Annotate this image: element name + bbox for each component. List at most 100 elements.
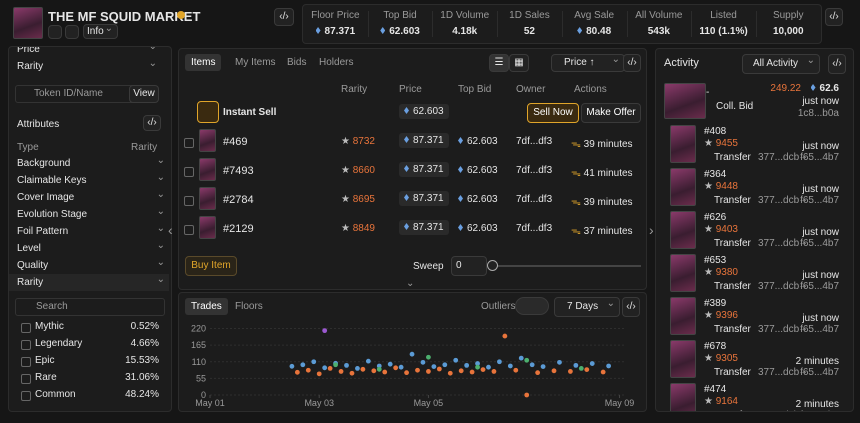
event-id[interactable]: #678 xyxy=(704,341,727,352)
bid-owner: 1c8...b0a xyxy=(797,108,839,119)
trade-point xyxy=(365,358,371,364)
attribute-row[interactable]: Quality xyxy=(9,254,169,274)
trade-point xyxy=(322,328,328,334)
tab[interactable]: Bids xyxy=(287,57,307,68)
tab[interactable]: My Items xyxy=(235,57,276,68)
trade-point xyxy=(409,351,415,357)
scroll-right[interactable]: › xyxy=(649,222,654,238)
filter-header[interactable]: Price xyxy=(17,47,161,55)
trade-point xyxy=(557,359,562,365)
event-rarity: 9455 xyxy=(704,138,738,149)
event-type: Transfer xyxy=(714,367,751,378)
item-id[interactable]: #7493 xyxy=(223,165,254,177)
outliers-toggle[interactable] xyxy=(515,297,549,315)
discord-icon[interactable] xyxy=(48,25,62,39)
event-to: f65...4b7 xyxy=(800,367,839,378)
item-thumb xyxy=(199,129,216,152)
list-view[interactable]: ☰ xyxy=(489,54,509,72)
row-checkbox[interactable] xyxy=(184,167,194,177)
attribute-row[interactable]: Rarity xyxy=(9,271,169,291)
grid-view[interactable]: ▦ xyxy=(509,54,529,72)
row-checkbox[interactable] xyxy=(184,225,194,235)
chart-tab[interactable]: Floors xyxy=(235,301,263,312)
tab[interactable]: Items xyxy=(185,54,222,71)
range-select[interactable]: 7 Days xyxy=(554,295,620,317)
make-offer-button[interactable]: Make Offer xyxy=(581,103,641,123)
row-checkbox[interactable] xyxy=(184,196,194,206)
checkbox[interactable] xyxy=(21,374,31,384)
checkbox[interactable] xyxy=(21,323,31,333)
embed-button[interactable]: ‹/› xyxy=(622,297,640,317)
verified-badge xyxy=(177,11,185,19)
rarity-name: Epic xyxy=(35,355,55,366)
sweep-slider[interactable] xyxy=(491,265,641,267)
event-from: 377...dcb xyxy=(758,281,800,292)
divider xyxy=(755,11,757,37)
instant-sell-icon xyxy=(197,101,219,123)
attribute-row[interactable]: Level xyxy=(9,237,169,257)
filter-header[interactable]: Rarity xyxy=(17,58,161,72)
trade-point xyxy=(475,364,480,370)
sweep-input[interactable]: 0 xyxy=(451,256,487,276)
activity-filter[interactable]: All Activity xyxy=(742,52,820,74)
attribute-row[interactable]: Foil Pattern xyxy=(9,220,169,240)
trade-point xyxy=(573,362,579,368)
attribute-row[interactable]: Background xyxy=(9,152,169,172)
event-to: f65...4b7 xyxy=(800,281,839,292)
buy-item-button[interactable]: Buy Item xyxy=(185,256,237,276)
item-id[interactable]: #469 xyxy=(223,136,248,148)
arrow-icon: → xyxy=(798,409,808,411)
sort-select[interactable]: Price ↑ xyxy=(551,52,625,72)
web-icon[interactable] xyxy=(65,25,79,39)
rarity-search[interactable]: Search xyxy=(15,298,165,316)
item-id[interactable]: #2129 xyxy=(223,223,254,235)
sell-now-button[interactable]: Sell Now xyxy=(527,103,579,123)
embed-button[interactable]: ‹/› xyxy=(825,8,843,26)
event-id[interactable]: #389 xyxy=(704,298,727,309)
event-type: Transfer xyxy=(714,238,751,249)
item-id[interactable]: #2784 xyxy=(223,194,254,206)
scroll-left[interactable]: ‹ xyxy=(168,222,173,238)
divider xyxy=(626,11,628,37)
arrow-icon: → xyxy=(798,366,808,377)
rarity-name: Legendary xyxy=(35,338,83,349)
info-button[interactable]: Info xyxy=(83,22,118,39)
trade-point xyxy=(578,366,584,371)
trade-point xyxy=(540,364,546,369)
embed-button[interactable]: ‹/› xyxy=(143,115,161,131)
bid-time: just now xyxy=(802,96,839,107)
attribute-row[interactable]: Cover Image xyxy=(9,186,169,206)
embed-button[interactable]: ‹/› xyxy=(274,8,294,26)
event-id[interactable]: #653 xyxy=(704,255,727,266)
event-id[interactable]: #408 xyxy=(704,126,727,137)
checkbox[interactable] xyxy=(21,357,31,367)
row-checkbox[interactable] xyxy=(184,138,194,148)
checkbox[interactable] xyxy=(21,340,31,350)
view-button[interactable]: View xyxy=(129,85,159,103)
event-id[interactable]: #474 xyxy=(704,384,727,395)
event-from: 377...dcb xyxy=(758,367,800,378)
column-header: Owner xyxy=(516,84,546,95)
chart-tab[interactable]: Trades xyxy=(185,298,228,315)
slider-knob[interactable] xyxy=(487,260,498,271)
event-type: Transfer xyxy=(714,195,751,206)
attribute-row[interactable]: Evolution Stage xyxy=(9,203,169,223)
item-top-bid: 62.603 xyxy=(458,194,498,205)
event-id[interactable]: #364 xyxy=(704,169,727,180)
embed-button[interactable]: ‹/› xyxy=(623,54,641,72)
checkbox[interactable] xyxy=(21,391,31,401)
event-thumb xyxy=(670,168,696,206)
trades-chart: 0 55 110 165 220 May 01 May 03 May 05 May 09 xyxy=(191,324,634,408)
attribute-row[interactable]: Claimable Keys xyxy=(9,169,169,189)
token-search[interactable]: Token ID/Name xyxy=(15,85,145,103)
divider xyxy=(691,11,693,37)
stat-label: 1D Volume xyxy=(440,10,490,21)
tab[interactable]: Holders xyxy=(319,57,354,68)
stat-value: 543k xyxy=(647,26,670,37)
event-id[interactable]: #626 xyxy=(704,212,727,223)
embed-button[interactable]: ‹/› xyxy=(828,54,846,74)
event-to: f65...4b7 xyxy=(800,238,839,249)
event-type: Transfer xyxy=(714,324,751,335)
collapse-toggle[interactable]: ⌄ xyxy=(406,278,415,289)
